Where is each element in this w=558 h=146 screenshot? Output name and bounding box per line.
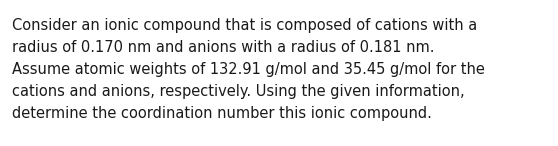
Text: Consider an ionic compound that is composed of cations with a
radius of 0.170 nm: Consider an ionic compound that is compo…	[12, 18, 485, 121]
